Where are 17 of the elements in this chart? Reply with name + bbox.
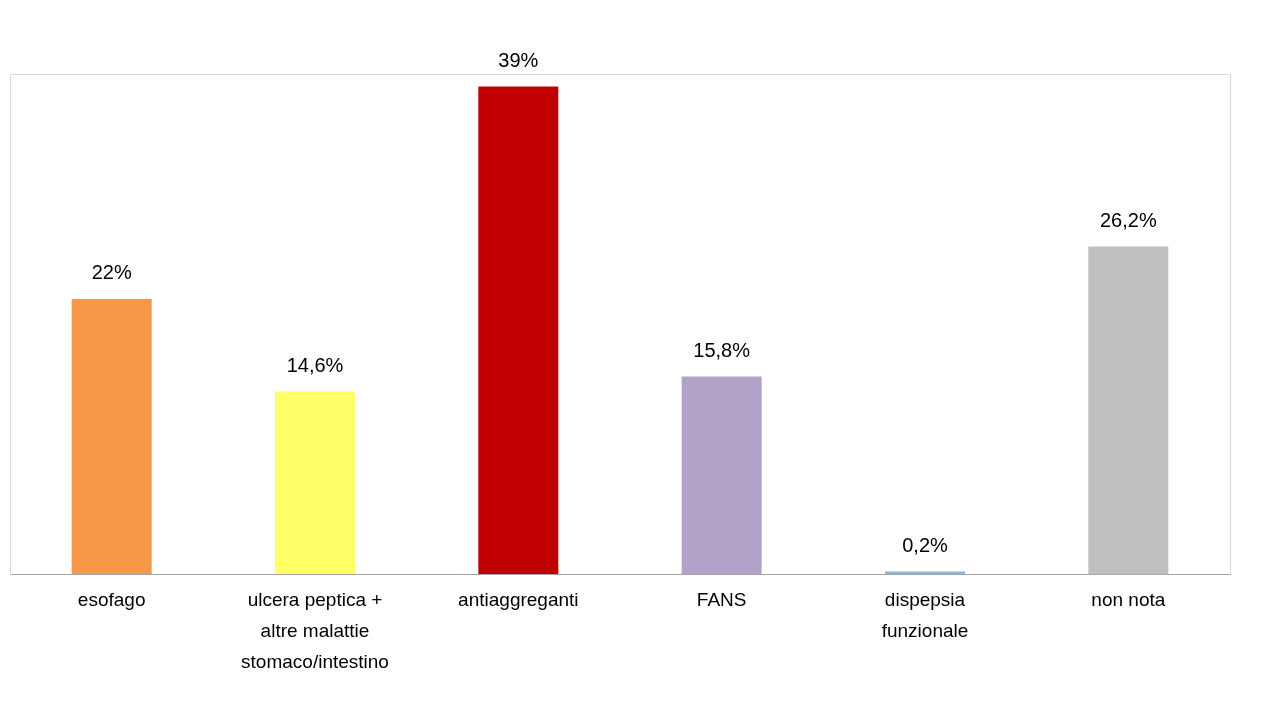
x-tick-label: esofago: [77, 588, 146, 610]
data-label: 22%: [91, 261, 132, 283]
bar: [681, 376, 762, 574]
bar: [71, 299, 152, 574]
x-tick-label: antiaggreganti: [458, 588, 579, 610]
x-tick-label: ulcera peptica + altre malattie stomaco/intestino: [241, 588, 389, 672]
data-label: 26,2%: [1099, 208, 1157, 231]
x-tick-label: non nota: [1091, 588, 1166, 610]
bar: [1088, 246, 1169, 574]
bar: [275, 391, 355, 574]
bar: [478, 86, 559, 574]
x-tick-label: dispepsia funzionale: [881, 588, 969, 641]
data-label: 39%: [498, 48, 539, 71]
data-label: 0,2%: [902, 533, 949, 556]
x-tick-label: FANS: [696, 588, 747, 610]
data-label: 14,6%: [286, 353, 344, 376]
data-label: 15,8%: [693, 338, 751, 361]
